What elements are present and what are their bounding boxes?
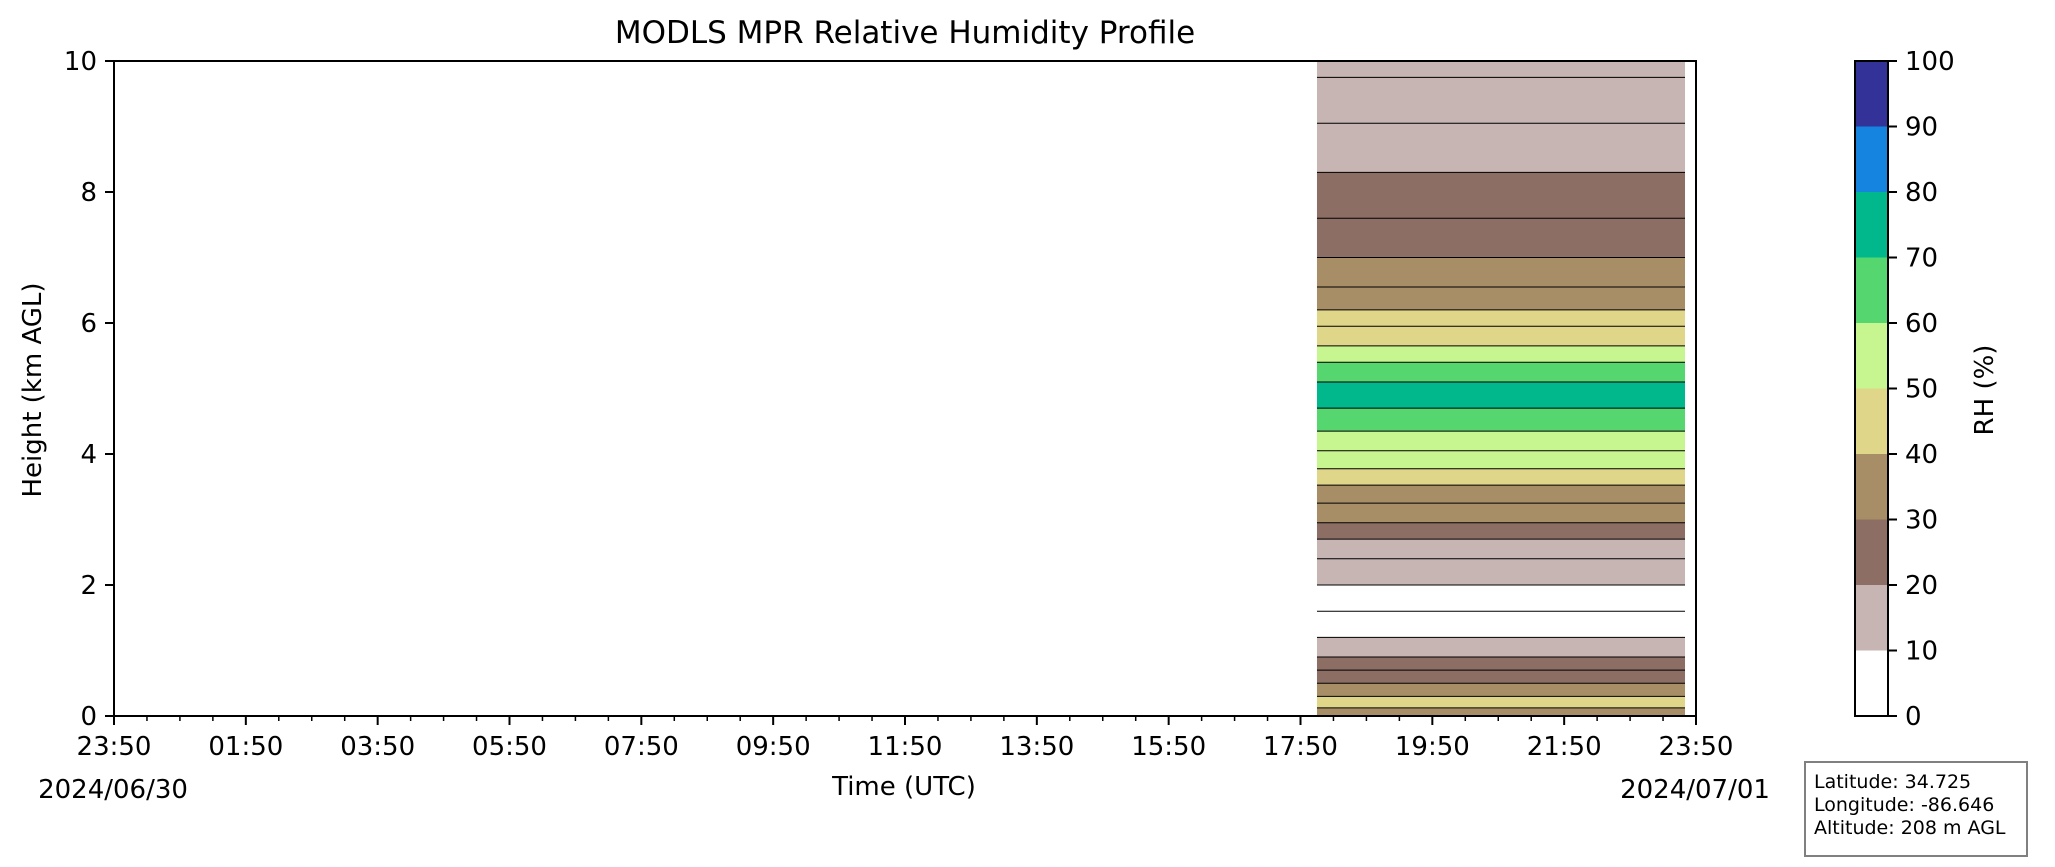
rh-band xyxy=(1316,585,1686,612)
colorbar-tick-label: 60 xyxy=(1905,309,1938,339)
rh-band xyxy=(1316,77,1686,124)
rh-band xyxy=(1316,503,1686,523)
x-tick-label: 13:50 xyxy=(999,732,1074,762)
station-longitude: Longitude: -86.646 xyxy=(1814,794,1995,816)
rh-band xyxy=(1316,611,1686,638)
x-start-date: 2024/06/30 xyxy=(38,775,188,805)
rh-band xyxy=(1316,468,1686,486)
rh-band xyxy=(1316,381,1686,409)
colorbar-swatch xyxy=(1855,61,1888,127)
rh-band xyxy=(1316,61,1686,78)
rh-band xyxy=(1316,257,1686,287)
colorbar-tick-label: 0 xyxy=(1905,702,1922,732)
rh-band xyxy=(1316,707,1686,716)
rh-band xyxy=(1316,172,1686,219)
x-axis-label: Time (UTC) xyxy=(831,772,976,802)
colorbar-tick-label: 70 xyxy=(1905,244,1938,274)
rh-band xyxy=(1316,362,1686,382)
colorbar-swatch xyxy=(1855,323,1888,389)
colorbar-swatch xyxy=(1855,257,1888,323)
rh-band xyxy=(1316,696,1686,708)
x-tick-label: 17:50 xyxy=(1263,732,1338,762)
x-tick-label: 01:50 xyxy=(208,732,283,762)
x-tick-label: 19:50 xyxy=(1395,732,1470,762)
y-axis-label: Height (km AGL) xyxy=(18,282,48,497)
x-tick-label: 21:50 xyxy=(1527,732,1602,762)
rh-band xyxy=(1316,431,1686,451)
colorbar-swatch xyxy=(1855,650,1888,716)
rh-band xyxy=(1316,286,1686,310)
station-altitude: Altitude: 208 m AGL xyxy=(1814,817,2006,839)
colorbar-swatch xyxy=(1855,388,1888,454)
colorbar-swatch xyxy=(1855,585,1888,651)
colorbar-tick-label: 40 xyxy=(1905,440,1938,470)
x-axis: 23:50 01:50 03:50 05:50 07:50 09:50 11:50 13:50… xyxy=(77,716,1734,762)
x-tick-label: 03:50 xyxy=(340,732,415,762)
colorbar-swatch xyxy=(1855,454,1888,520)
rh-band xyxy=(1316,326,1686,346)
colorbar-tick-label: 20 xyxy=(1905,571,1938,601)
colorbar-tick-label: 30 xyxy=(1905,506,1938,536)
x-tick-label: 23:50 xyxy=(77,732,152,762)
y-tick-label: 0 xyxy=(80,702,97,732)
rh-band xyxy=(1316,485,1686,504)
rh-band xyxy=(1316,123,1686,173)
rh-band xyxy=(1316,218,1686,258)
colorbar-tick-label: 50 xyxy=(1905,375,1938,405)
x-tick-label: 05:50 xyxy=(472,732,547,762)
rh-band xyxy=(1316,657,1686,671)
y-tick-label: 6 xyxy=(80,309,97,339)
rh-band xyxy=(1316,450,1686,469)
rh-band xyxy=(1316,539,1686,559)
x-tick-label: 09:50 xyxy=(736,732,811,762)
y-tick-label: 4 xyxy=(80,440,97,470)
x-tick-label: 15:50 xyxy=(1131,732,1206,762)
colorbar-tick-label: 100 xyxy=(1905,47,1955,77)
rh-band xyxy=(1316,408,1686,432)
rh-band xyxy=(1316,309,1686,327)
rh-band xyxy=(1316,345,1686,363)
x-tick-label: 23:50 xyxy=(1659,732,1734,762)
colorbar-swatch xyxy=(1855,126,1888,192)
station-latitude: Latitude: 34.725 xyxy=(1814,771,1972,793)
chart-title: MODLS MPR Relative Humidity Profile xyxy=(615,15,1195,51)
x-end-date: 2024/07/01 xyxy=(1620,775,1770,805)
rh-band xyxy=(1316,670,1686,684)
rh-band xyxy=(1316,522,1686,540)
rh-band xyxy=(1316,558,1686,585)
colorbar-tick-label: 80 xyxy=(1905,178,1938,208)
colorbar-tick-label: 90 xyxy=(1905,113,1938,143)
colorbar: 0 10 20 30 40 50 60 70 80 90 100 xyxy=(1854,47,1955,732)
station-info-box: Latitude: 34.725 Longitude: -86.646 Alti… xyxy=(1804,761,2028,857)
y-axis: 0 2 4 6 8 10 xyxy=(64,47,114,732)
colorbar-tick-label: 10 xyxy=(1905,637,1938,667)
x-tick-label: 11:50 xyxy=(868,732,943,762)
colorbar-swatch xyxy=(1855,192,1888,258)
rh-band xyxy=(1316,637,1686,658)
colorbar-swatch xyxy=(1855,519,1888,585)
x-tick-label: 07:50 xyxy=(604,732,679,762)
y-tick-label: 10 xyxy=(64,47,97,77)
rh-band xyxy=(1316,683,1686,697)
y-tick-label: 8 xyxy=(80,178,97,208)
plot-area xyxy=(113,60,1697,717)
colorbar-label: RH (%) xyxy=(1970,345,2000,436)
y-tick-label: 2 xyxy=(80,571,97,601)
